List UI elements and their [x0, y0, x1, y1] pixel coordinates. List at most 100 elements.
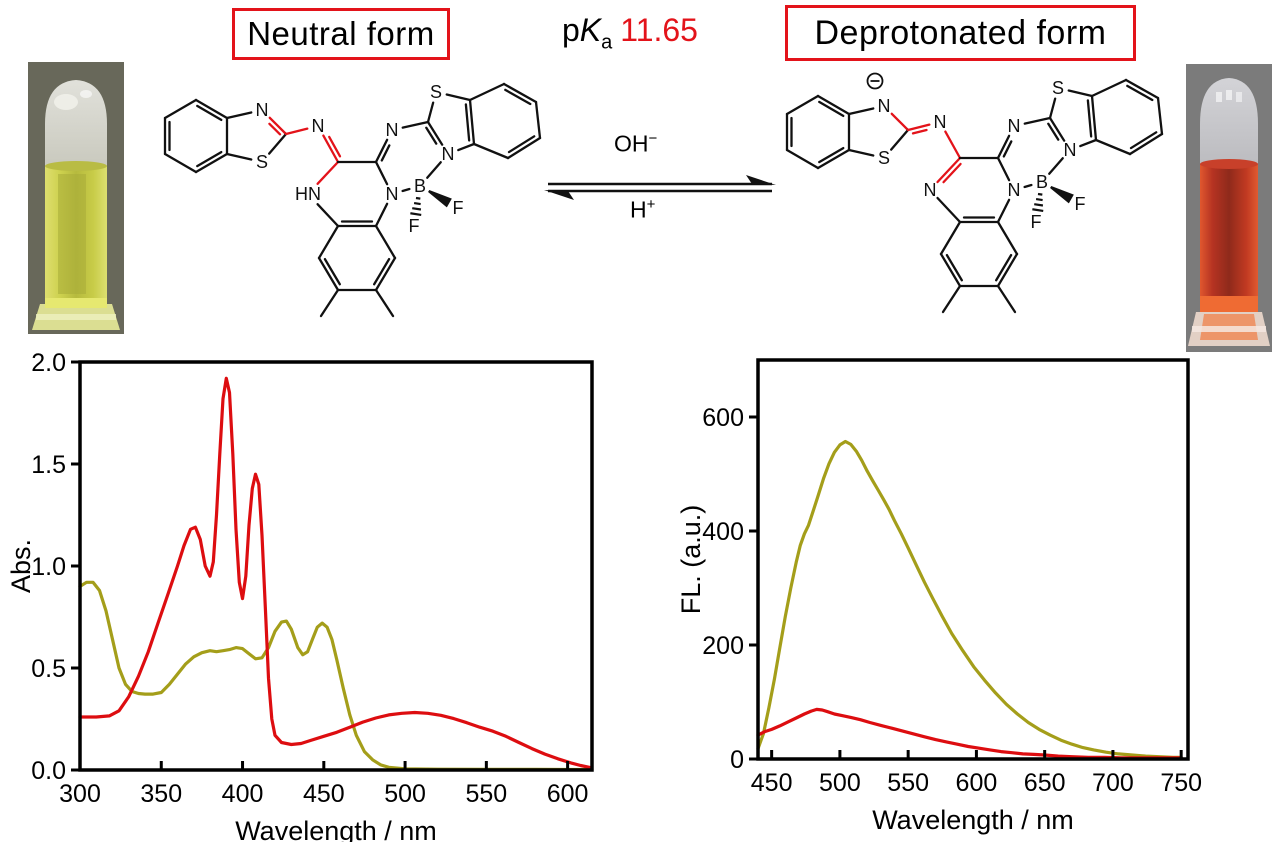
- bond: [284, 127, 309, 136]
- atom-label-N1: N: [878, 96, 891, 116]
- y-tick-label: 1.0: [31, 553, 66, 581]
- double-bond-line: [911, 128, 928, 135]
- atom-label-N4: N: [1008, 180, 1021, 200]
- label-halo: [427, 83, 445, 101]
- double-bond-line: [323, 257, 341, 286]
- bond: [374, 138, 389, 164]
- bond: [1023, 183, 1033, 189]
- double-bond-line: [1047, 122, 1060, 141]
- atom-label-B: B: [414, 176, 426, 196]
- double-bond-line: [464, 103, 471, 142]
- pka-p: p: [562, 12, 580, 48]
- label-halo: [411, 177, 429, 195]
- bond: [1048, 97, 1057, 120]
- bond: [847, 107, 875, 116]
- double-bond-line: [995, 253, 1013, 282]
- label-halo: [1071, 195, 1089, 213]
- bond: [1067, 89, 1094, 98]
- bond: [939, 220, 962, 256]
- cap-highlight: [54, 94, 78, 110]
- label-halo: [1033, 173, 1051, 191]
- bond: [163, 98, 198, 120]
- x-tick-label: 350: [140, 780, 182, 808]
- atom-label-S2: S: [1052, 78, 1064, 98]
- x-tick-label: 700: [1092, 769, 1134, 797]
- hash-bond: [1035, 197, 1043, 202]
- hash-bond: [1034, 203, 1044, 207]
- y-tick-label: 200: [702, 632, 744, 660]
- bond: [163, 152, 198, 174]
- pka-value: pKa 11.65: [562, 12, 698, 54]
- double-bond-line: [328, 135, 342, 158]
- bond: [1048, 157, 1064, 175]
- series-deprotonated_form_red: [756, 707, 1183, 760]
- bond: [268, 116, 288, 136]
- bond: [426, 120, 444, 146]
- y-tick-label: 0.5: [31, 655, 66, 683]
- x-tick-label: 500: [819, 769, 861, 797]
- bond: [1156, 96, 1164, 136]
- bond: [936, 156, 962, 184]
- atom-label-N1: N: [256, 100, 269, 120]
- double-bond-line: [196, 104, 223, 122]
- plot-frame: [78, 360, 594, 772]
- bond: [890, 112, 910, 132]
- label-halo: [1005, 117, 1023, 135]
- label-halo: [875, 97, 893, 115]
- atom-label-N3: N: [924, 180, 937, 200]
- double-bond-line: [942, 162, 962, 184]
- neutral-form-label: Neutral form: [247, 15, 435, 52]
- label-halo: [294, 185, 322, 203]
- hash-bond: [415, 196, 421, 200]
- y-tick-label: 2.0: [31, 349, 66, 377]
- bond: [472, 142, 510, 160]
- atom-label-N3: HN: [295, 184, 321, 204]
- double-bond-line: [1126, 84, 1154, 102]
- bond: [534, 100, 542, 140]
- bond: [401, 187, 411, 193]
- wedge-bond: [1050, 185, 1074, 204]
- pka-K: K: [579, 12, 602, 48]
- bond: [445, 93, 472, 102]
- atom-label-N5: N: [386, 120, 399, 140]
- label-halo: [383, 185, 401, 203]
- double-bond-line: [818, 100, 845, 118]
- x-tick-label: 450: [303, 780, 345, 808]
- atom-label-F1: F: [409, 216, 420, 236]
- bond: [847, 148, 875, 157]
- cap-highlight: [1226, 90, 1232, 100]
- bond: [996, 156, 1011, 182]
- wedge-bond: [428, 189, 452, 208]
- absorption-spectrum-chart: 300 350 400 450 500 550 600 0.0 0.5 1.0 1.5 2.0 Wave…: [6, 349, 594, 842]
- red-liquid: [1200, 164, 1258, 312]
- atom-label-B: B: [1036, 172, 1048, 192]
- bond: [317, 256, 340, 292]
- bond: [374, 202, 389, 228]
- atom-label-N2: N: [934, 112, 947, 132]
- double-bond-line: [268, 122, 282, 136]
- bond: [426, 161, 442, 179]
- bond: [1048, 116, 1066, 142]
- label-halo: [875, 149, 893, 167]
- bond: [1128, 132, 1164, 156]
- hash-bond: [410, 212, 422, 216]
- double-bond-line: [196, 150, 223, 168]
- hash-bond: [1032, 208, 1044, 212]
- label-halo: [309, 117, 327, 135]
- y-tick-label: 0.0: [31, 757, 66, 785]
- bond: [890, 128, 910, 151]
- x-tick-label: 300: [59, 780, 101, 808]
- double-bond-line: [818, 146, 845, 164]
- hash-bond: [412, 207, 422, 211]
- label-halo: [931, 113, 949, 131]
- bond: [457, 142, 476, 152]
- pka-number: 11.65: [620, 12, 698, 48]
- double-bond-line: [945, 253, 963, 282]
- y-tick-label: 0: [730, 746, 744, 774]
- bond: [1090, 94, 1098, 142]
- bond: [194, 152, 229, 174]
- double-bond-line: [507, 135, 536, 154]
